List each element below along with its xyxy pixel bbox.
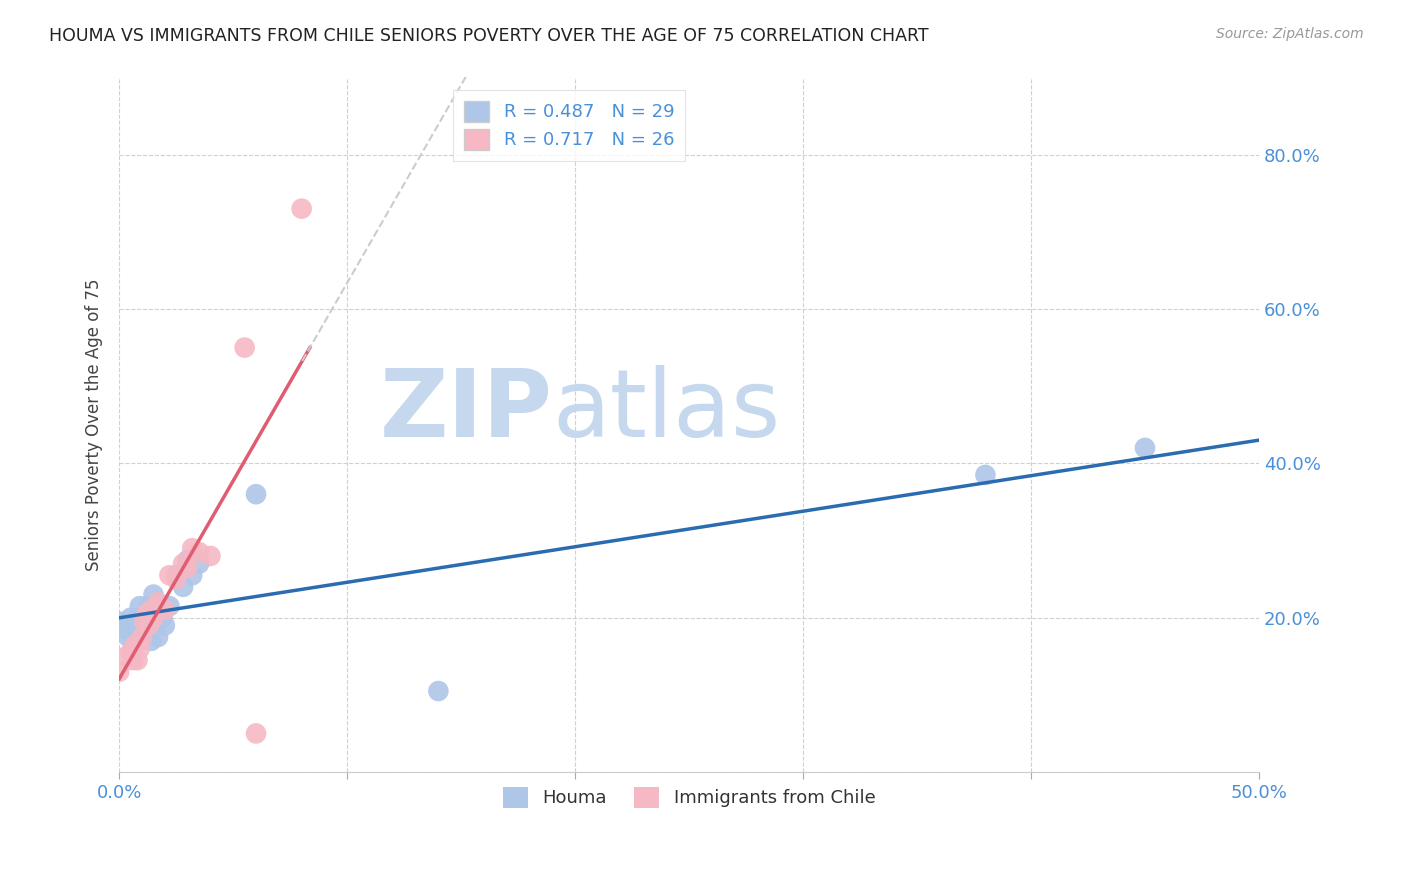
Point <box>122 626 145 640</box>
Point <box>149 599 172 614</box>
Point <box>291 202 314 216</box>
Point <box>153 618 176 632</box>
Text: ZIP: ZIP <box>380 365 553 457</box>
Point <box>145 615 167 629</box>
Point <box>233 341 256 355</box>
Point <box>157 568 180 582</box>
Point <box>138 618 160 632</box>
Point <box>181 568 204 582</box>
Point <box>157 599 180 614</box>
Point <box>188 557 211 571</box>
Point <box>141 603 163 617</box>
Point <box>146 630 169 644</box>
Point <box>974 467 997 482</box>
Point <box>124 633 146 648</box>
Point <box>245 726 267 740</box>
Point <box>127 653 149 667</box>
Point <box>131 630 153 644</box>
Point <box>128 641 150 656</box>
Point <box>176 553 198 567</box>
Point <box>115 622 138 636</box>
Point <box>120 611 142 625</box>
Point <box>142 611 165 625</box>
Point <box>165 568 187 582</box>
Text: HOUMA VS IMMIGRANTS FROM CHILE SENIORS POVERTY OVER THE AGE OF 75 CORRELATION CH: HOUMA VS IMMIGRANTS FROM CHILE SENIORS P… <box>49 27 929 45</box>
Point <box>135 607 157 621</box>
Point <box>134 615 156 629</box>
Text: Source: ZipAtlas.com: Source: ZipAtlas.com <box>1216 27 1364 41</box>
Point <box>134 615 156 629</box>
Point <box>188 545 211 559</box>
Point <box>200 549 222 563</box>
Text: atlas: atlas <box>553 365 780 457</box>
Point <box>1133 441 1156 455</box>
Point <box>127 611 149 625</box>
Point <box>141 633 163 648</box>
Legend: Houma, Immigrants from Chile: Houma, Immigrants from Chile <box>495 780 883 815</box>
Point <box>245 487 267 501</box>
Point <box>149 599 172 614</box>
Point <box>176 560 198 574</box>
Point <box>122 653 145 667</box>
Point <box>142 588 165 602</box>
Point <box>181 541 204 556</box>
Point <box>108 615 131 629</box>
Point <box>128 599 150 614</box>
Point <box>120 645 142 659</box>
Point <box>172 580 194 594</box>
Point <box>131 630 153 644</box>
Y-axis label: Seniors Poverty Over the Age of 75: Seniors Poverty Over the Age of 75 <box>86 278 103 571</box>
Point <box>115 649 138 664</box>
Point <box>153 603 176 617</box>
Point <box>152 611 174 625</box>
Point <box>427 684 450 698</box>
Point <box>172 557 194 571</box>
Point <box>138 599 160 614</box>
Point <box>117 630 139 644</box>
Point <box>108 665 131 679</box>
Point <box>135 622 157 636</box>
Point <box>165 572 187 586</box>
Point <box>124 638 146 652</box>
Point <box>146 595 169 609</box>
